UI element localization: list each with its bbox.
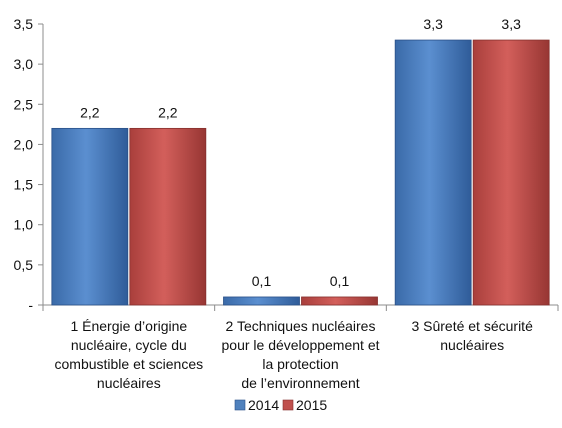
bar-2015-3: [472, 39, 550, 306]
legend-swatch-2015: [282, 399, 294, 411]
x-category-label: nucléaires: [440, 337, 504, 353]
axes: - 0,5 1,0 1,5 2,0 2,5 3,0 3,5 1 Énergie d’origin…: [14, 16, 559, 391]
data-labels: 2,2 2,2 0,1 0,1 3,3 3,3: [80, 16, 521, 289]
x-category-label: nucléaires: [97, 375, 161, 391]
y-tick-label: 0,5: [14, 257, 34, 273]
x-category-label: de l’environnement: [241, 375, 359, 391]
y-tick-label: -: [28, 297, 33, 313]
x-category-label: pour le développement et: [222, 337, 380, 353]
data-label-2014-1: 2,2: [80, 104, 100, 120]
x-category-label: 3 Sûreté et sécurité: [411, 318, 533, 334]
x-category-label: 1 Énergie d’origine: [70, 318, 187, 334]
legend-label-2014: 2014: [248, 397, 279, 413]
data-label-2014-2: 0,1: [252, 273, 272, 289]
x-category-label: 2 Techniques nucléaires: [226, 318, 376, 334]
bars: [51, 39, 550, 306]
x-category-label: combustible et sciences: [55, 356, 204, 372]
bar-2014-3: [394, 39, 472, 306]
y-tick-label: 1,5: [14, 177, 34, 193]
x-category-label: la protection: [262, 356, 338, 372]
legend-swatch-2014: [234, 399, 246, 411]
bar-2014-1: [51, 127, 129, 306]
data-label-2015-3: 3,3: [501, 16, 521, 32]
data-label-2015-1: 2,2: [158, 104, 178, 120]
bar-2014-2: [223, 296, 300, 306]
y-tick-label: 2,5: [14, 96, 34, 112]
x-category-label: nucléaire, cycle du: [71, 337, 187, 353]
data-label-2014-3: 3,3: [423, 16, 443, 32]
y-tick-label: 3,0: [14, 56, 34, 72]
y-tick-label: 3,5: [14, 16, 34, 32]
y-tick-label: 2,0: [14, 136, 34, 152]
bar-2015-2: [301, 296, 378, 306]
legend-label-2015: 2015: [296, 397, 327, 413]
legend: 2014 2015: [234, 397, 327, 413]
y-tick-label: 1,0: [14, 217, 34, 233]
data-label-2015-2: 0,1: [330, 273, 350, 289]
bar-2015-1: [129, 127, 207, 306]
